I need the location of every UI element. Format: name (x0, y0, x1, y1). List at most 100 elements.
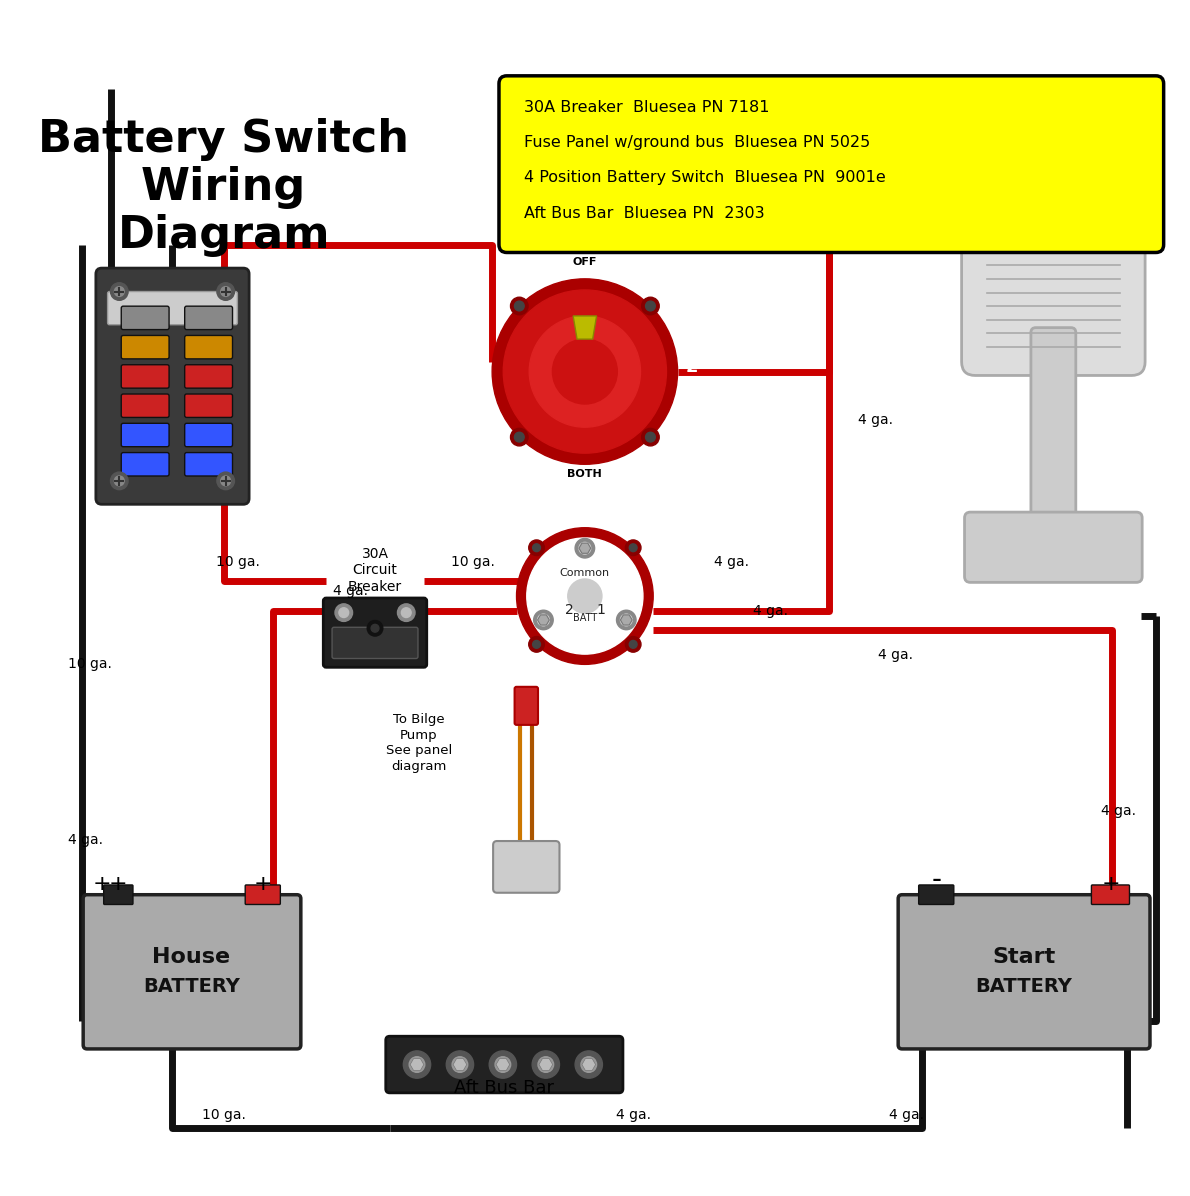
Text: Battery Switch
Wiring
Diagram: Battery Switch Wiring Diagram (38, 117, 409, 257)
Circle shape (217, 472, 234, 489)
Text: Aft Bus Bar  Bluesea PN  2303: Aft Bus Bar Bluesea PN 2303 (525, 206, 765, 220)
FancyBboxPatch shape (121, 452, 169, 476)
Text: House: House (152, 947, 231, 968)
Circle shape (452, 1057, 468, 1073)
Text: 10 ga.: 10 ga. (68, 658, 112, 671)
Circle shape (575, 538, 595, 559)
Circle shape (221, 287, 231, 297)
Circle shape (641, 298, 659, 315)
Circle shape (409, 1057, 425, 1073)
Circle shape (641, 428, 659, 446)
Text: 4 ga.: 4 ga. (714, 555, 749, 569)
Circle shape (489, 1051, 516, 1079)
Circle shape (552, 340, 618, 404)
Circle shape (630, 544, 637, 551)
Circle shape (446, 1051, 474, 1079)
Text: 30A
Circuit
Breaker: 30A Circuit Breaker (347, 548, 402, 593)
Circle shape (111, 282, 129, 300)
Text: BOTH: BOTH (568, 469, 602, 480)
FancyBboxPatch shape (121, 365, 169, 389)
Circle shape (630, 640, 637, 648)
Circle shape (532, 1051, 559, 1079)
Text: -: - (932, 866, 941, 893)
FancyBboxPatch shape (83, 895, 301, 1049)
Circle shape (339, 608, 349, 617)
Circle shape (493, 279, 677, 464)
Text: 10 ga.: 10 ga. (202, 1109, 245, 1122)
Circle shape (626, 636, 641, 652)
Circle shape (645, 301, 656, 311)
Circle shape (533, 610, 553, 630)
Text: 4 ga.: 4 ga. (68, 834, 102, 847)
Circle shape (511, 298, 528, 315)
Text: 4 ga.: 4 ga. (878, 647, 913, 661)
Text: 10 ga.: 10 ga. (451, 555, 495, 569)
Text: Common: Common (559, 568, 610, 579)
Text: 4 Position Battery Switch  Bluesea PN  9001e: 4 Position Battery Switch Bluesea PN 900… (525, 171, 887, 185)
Text: Fuse Panel w/ground bus  Bluesea PN 5025: Fuse Panel w/ground bus Bluesea PN 5025 (525, 135, 871, 151)
Text: 2: 2 (565, 603, 574, 617)
Circle shape (568, 579, 602, 614)
Circle shape (111, 472, 129, 489)
Circle shape (511, 428, 528, 446)
FancyBboxPatch shape (121, 335, 169, 359)
Text: 4 ga.: 4 ga. (858, 414, 894, 427)
Polygon shape (539, 1058, 552, 1070)
FancyBboxPatch shape (324, 598, 427, 667)
Circle shape (645, 432, 656, 443)
FancyBboxPatch shape (121, 423, 169, 447)
Polygon shape (580, 543, 590, 554)
FancyBboxPatch shape (245, 885, 281, 904)
FancyBboxPatch shape (107, 292, 237, 324)
Text: BATT: BATT (572, 612, 597, 623)
Text: 1: 1 (471, 358, 484, 376)
FancyBboxPatch shape (962, 221, 1145, 376)
Circle shape (495, 1057, 511, 1073)
Text: 1: 1 (596, 603, 605, 617)
Polygon shape (538, 615, 550, 626)
Circle shape (114, 287, 124, 297)
Circle shape (516, 527, 653, 664)
Polygon shape (620, 615, 632, 626)
Polygon shape (453, 1058, 466, 1070)
FancyBboxPatch shape (1091, 885, 1129, 904)
Text: +: + (93, 874, 111, 893)
Circle shape (581, 1057, 596, 1073)
FancyBboxPatch shape (1031, 328, 1076, 581)
Text: 4 ga.: 4 ga. (753, 604, 788, 617)
Text: BATTERY: BATTERY (976, 977, 1072, 996)
Circle shape (527, 538, 643, 654)
Circle shape (368, 621, 383, 636)
Text: To Bilge
Pump
See panel
diagram: To Bilge Pump See panel diagram (386, 713, 452, 773)
Circle shape (616, 610, 635, 630)
Circle shape (514, 432, 524, 443)
Circle shape (503, 289, 666, 453)
FancyBboxPatch shape (104, 885, 133, 904)
FancyBboxPatch shape (514, 687, 538, 725)
Circle shape (217, 282, 234, 300)
Text: +: + (1102, 874, 1120, 893)
Circle shape (575, 1051, 602, 1079)
FancyBboxPatch shape (184, 423, 232, 447)
FancyBboxPatch shape (184, 335, 232, 359)
FancyBboxPatch shape (965, 512, 1142, 582)
Circle shape (530, 316, 640, 427)
Text: 4 ga.: 4 ga. (889, 1109, 925, 1122)
Circle shape (401, 608, 411, 617)
Polygon shape (582, 1058, 596, 1070)
FancyBboxPatch shape (499, 75, 1164, 252)
Text: 30A Breaker  Bluesea PN 7181: 30A Breaker Bluesea PN 7181 (525, 100, 770, 115)
Circle shape (397, 604, 415, 622)
Circle shape (403, 1051, 431, 1079)
Circle shape (538, 614, 550, 626)
Text: +: + (253, 874, 273, 893)
Circle shape (626, 539, 641, 556)
FancyBboxPatch shape (332, 627, 418, 659)
Circle shape (580, 542, 590, 554)
Circle shape (620, 614, 632, 626)
Text: BATTERY: BATTERY (143, 977, 240, 996)
Text: OFF: OFF (572, 257, 597, 267)
Circle shape (538, 1057, 553, 1073)
Text: Aft Bus Bar: Aft Bus Bar (453, 1079, 553, 1097)
FancyBboxPatch shape (919, 885, 954, 904)
